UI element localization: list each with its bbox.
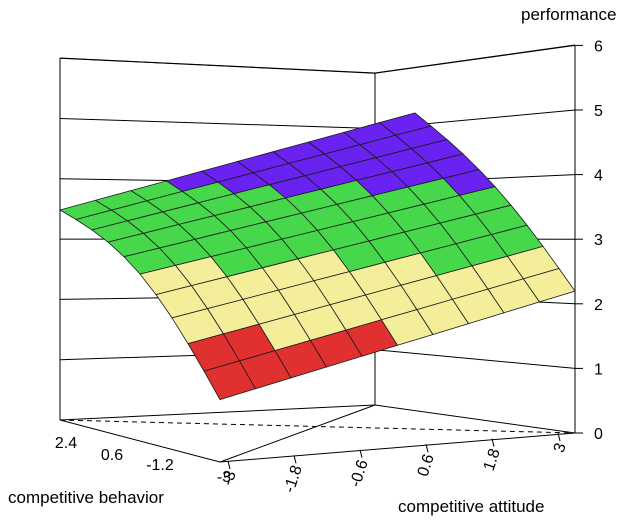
y-tick-label: 0.6	[101, 447, 123, 464]
y-axis-label: competitive behavior	[8, 488, 164, 507]
floor-left-edge	[59, 419, 221, 463]
x-tick-mark	[557, 432, 561, 442]
z-tick-label: 1	[594, 361, 603, 378]
x-tick-label: 3	[551, 441, 570, 455]
floor-front-edge	[219, 432, 576, 463]
floor-diagonal-dashed	[59, 419, 576, 434]
x-tick-mark	[359, 449, 363, 458]
side-gridline	[374, 349, 576, 369]
x-tick-mark	[491, 438, 495, 447]
back-gridline	[59, 118, 376, 129]
surface-cell	[522, 268, 576, 303]
side-wall-top-edge	[374, 44, 576, 74]
z-tick-label: 6	[594, 38, 603, 55]
back-wall-top-edge	[59, 57, 376, 74]
y-tick-label: -1.2	[146, 457, 174, 474]
z-tick-label: 5	[594, 103, 603, 120]
floor-right-edge	[374, 404, 576, 434]
x-tick-label: -3	[219, 469, 240, 488]
x-axis-label: competitive attitude	[398, 497, 544, 516]
x-tick-label: -1.8	[281, 463, 306, 495]
z-axis-label: performance	[521, 5, 616, 24]
floor-back-edge	[59, 404, 376, 421]
x-tick-label: 0.6	[415, 452, 438, 479]
x-tick-mark	[227, 460, 231, 470]
y-tick-label: 2.4	[55, 435, 77, 452]
z-tick-label: 3	[594, 232, 603, 249]
surface	[58, 112, 576, 401]
z-tick-label: 4	[594, 168, 603, 185]
y-tick-label: -3	[217, 469, 231, 486]
x-tick-mark	[425, 444, 429, 453]
x-tick-mark	[293, 455, 297, 464]
z-tick-label: 0	[594, 426, 603, 443]
x-tick-label: 1.8	[481, 446, 504, 473]
z-tick-label: 2	[594, 297, 603, 314]
x-tick-label: -0.6	[347, 458, 372, 490]
floor-diagonal	[219, 404, 376, 463]
